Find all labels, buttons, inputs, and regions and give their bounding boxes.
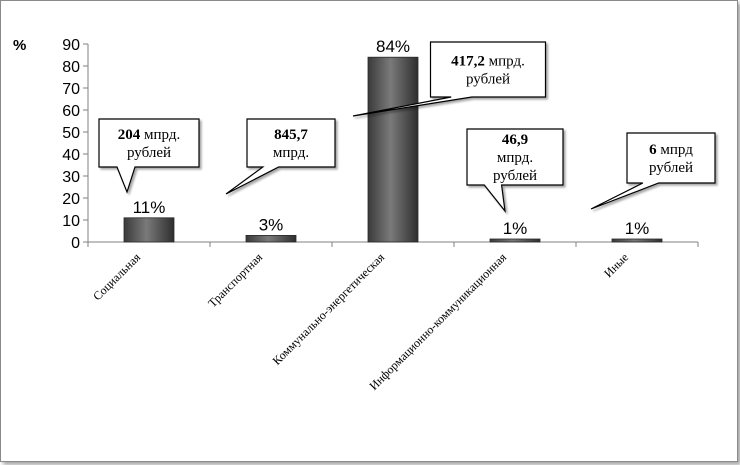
callout-unit: мпрд. [485,54,525,70]
bar [123,217,175,243]
callout-box [352,41,547,117]
y-tick-label: 20 [62,191,80,208]
data-label: 11% [133,198,166,217]
data-label: 84% [376,37,410,56]
callout-value: 417,2 [451,54,485,70]
callout-text: рублей [466,72,510,88]
callout-box [466,128,564,214]
category-label: Транспортная [205,250,265,310]
category-labels: Социальная Транспортная Коммунально-энерге… [90,250,631,393]
data-label: 1% [625,219,650,238]
bar [611,238,663,243]
y-tick-label: 70 [62,81,80,98]
callout-text: мпрд. [273,145,309,161]
data-label: 3% [259,215,284,234]
y-axis: 0 10 20 30 40 50 60 70 80 90 [62,37,699,252]
category-label: Иные [601,250,631,280]
callout: 6 мпрд рублей [590,132,716,210]
callout-value: 204 [118,127,141,143]
y-tick-label: 0 [71,235,80,252]
y-axis-label: % [13,37,26,54]
bar [367,56,419,243]
y-tick-label: 90 [62,37,80,54]
data-label: 1% [503,219,528,238]
callout-value: 46,9 [502,132,528,148]
callout-unit: мпрд. [140,127,180,143]
y-tick-label: 80 [62,59,80,76]
callout-text: 46,9 [502,132,528,148]
callout: 204 мпрд. рублей [98,118,200,194]
callout-text: рублей [127,145,171,161]
callout-box [590,132,716,210]
y-tick-label: 40 [62,147,80,164]
y-tick-label: 10 [62,213,80,230]
bar [489,238,541,243]
callout-text: 6 мпрд [649,142,693,158]
y-tick-label: 60 [62,103,80,120]
callout-text: 417,2 мпрд. [451,54,525,70]
callout-box [225,118,336,195]
category-label: Социальная [90,250,143,303]
callout: 46,9 мпрд. рублей [466,128,564,214]
callout-text: рублей [493,168,537,184]
callout-value: 845,7 [274,127,308,143]
callout-text: 204 мпрд. [118,127,180,143]
callout-text: рублей [649,160,693,176]
bar [245,234,297,243]
data-labels: 11% 3% 84% 1% 1% [133,37,650,238]
callout-text: 845,7 [274,127,308,143]
callout-unit: мпрд [657,142,694,158]
callout-text: мпрд. [497,150,533,166]
callout: 845,7 мпрд. [225,118,336,195]
category-label: Информационно-коммуникационная [366,250,509,393]
category-label: Коммунально-энергетическая [270,250,388,368]
bars [123,56,663,243]
y-tick-label: 30 [62,169,80,186]
y-tick-label: 50 [62,125,80,142]
callout: 417,2 мпрд. рублей [352,41,547,117]
callout-box [98,118,200,194]
callout-value: 6 [649,142,657,158]
